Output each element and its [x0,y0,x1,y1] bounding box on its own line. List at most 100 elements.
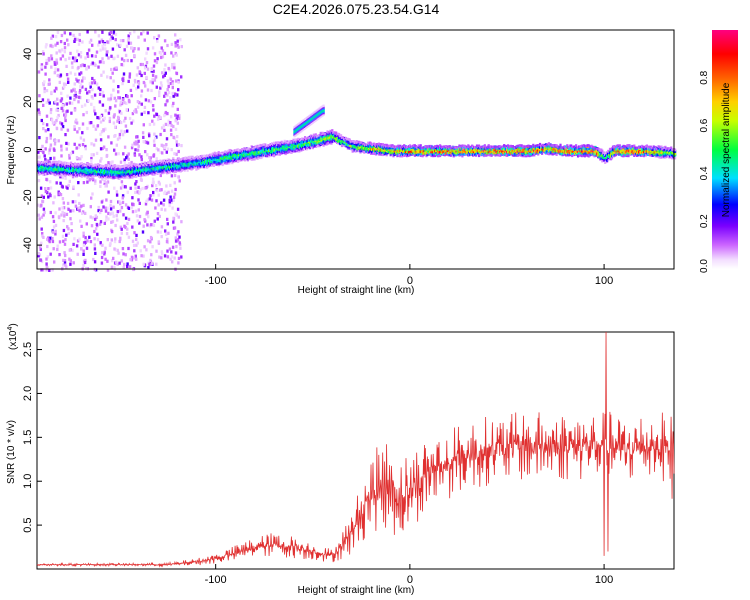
heatmap-cell [107,97,110,101]
heatmap-cell [155,147,158,151]
heatmap-cell [82,76,85,80]
heatmap-cell [60,127,63,131]
heatmap-cell [80,71,83,75]
heatmap-cell [69,164,72,168]
heatmap-cell [231,161,234,165]
heatmap-cell [83,260,87,265]
heatmap-cell [418,146,421,149]
heatmap-cell [97,34,101,38]
heatmap-cell [45,123,49,127]
heatmap-cell [82,243,86,247]
heatmap-cell [64,82,67,86]
heatmap-cell [128,72,132,76]
heatmap-cell [108,116,112,120]
heatmap-cell [223,157,226,160]
heatmap-cell [107,135,110,139]
heatmap-cell [139,174,143,178]
heatmap-cell [119,39,123,43]
heatmap-cell [153,97,156,101]
heatmap-cell [155,85,158,89]
heatmap-cell [84,87,88,91]
heatmap-cell [78,143,81,147]
heatmap-cell [103,250,106,254]
heatmap-cell [171,80,174,84]
heatmap-cell [73,38,77,42]
heatmap-cell [73,237,76,241]
heatmap-cell [133,174,136,178]
heatmap-cell [118,136,121,140]
heatmap-cell [132,49,135,53]
heatmap-cell [41,173,45,176]
heatmap-cell [48,82,51,86]
heatmap-cell [150,88,153,93]
heatmap-cell [311,146,314,150]
heatmap-cell [130,94,133,98]
heatmap-cell [149,194,152,198]
heatmap-cell [130,146,134,150]
heatmap-cell [63,242,67,246]
heatmap-cell [151,223,154,227]
heatmap-cell [61,104,64,108]
heatmap-cell [78,95,81,99]
heatmap-cell [56,102,59,106]
heatmap-cell [101,90,105,94]
heatmap-cell [166,255,170,259]
heatmap-cell [46,255,49,259]
heatmap-cell [76,79,79,83]
heatmap-cell [75,244,79,248]
heatmap-cell [109,38,112,42]
heatmap-cell [69,32,72,36]
heatmap-cell [174,212,177,216]
heatmap-cell [90,196,93,200]
heatmap-cell [119,100,123,104]
heatmap-cell [119,43,122,47]
heatmap-cell [58,192,61,196]
heatmap-cell [99,147,103,151]
heatmap-cell [97,65,100,69]
heatmap-cell [40,268,43,272]
heatmap-cell [118,200,121,204]
heatmap-cell [143,38,146,42]
heatmap-cell [340,134,343,137]
heatmap-cell [99,114,103,119]
heatmap-cell [38,155,41,159]
heatmap-cell [92,124,95,128]
heatmap-cell [95,163,98,167]
heatmap-cell [88,121,92,125]
heatmap-cell [335,131,338,135]
heatmap-cell [131,143,134,147]
heatmap-cell [166,237,169,241]
heatmap-cell [88,178,92,182]
heatmap-cell [155,262,158,266]
heatmap-cell [145,51,148,55]
heatmap-cell [128,75,131,79]
heatmap-cell [120,111,123,115]
heatmap-cell [103,116,106,120]
heatmap-cell [84,211,87,215]
heatmap-cell [97,205,100,210]
heatmap-cell [42,207,46,211]
heatmap-cell [149,158,152,162]
heatmap-cell [70,89,73,93]
heatmap-cell [146,239,150,243]
heatmap-cell [63,113,66,117]
heatmap-cell [120,63,123,67]
heatmap-cell [165,150,168,154]
heatmap-cell [151,261,154,265]
heatmap-cell [109,106,112,110]
heatmap-cell [54,229,57,233]
heatmap-cell [70,229,73,233]
heatmap-cell [37,70,41,74]
heatmap-cell [150,198,154,202]
heatmap-cell [53,60,56,65]
heatmap-cell [94,179,97,183]
heatmap-cell [153,52,157,56]
heatmap-cell [90,102,93,106]
heatmap-cell [47,128,50,132]
heatmap-cell [136,148,140,152]
heatmap-cell [54,139,57,143]
heatmap-cell [99,180,102,184]
heatmap-cell [75,59,78,63]
heatmap-cell [179,246,182,250]
heatmap-cell [127,152,130,156]
